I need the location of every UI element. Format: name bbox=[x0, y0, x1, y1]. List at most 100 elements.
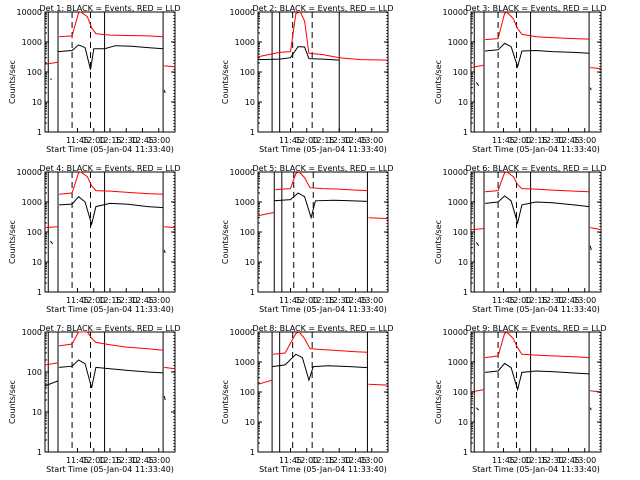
y-tick-label: 10000 bbox=[443, 168, 468, 177]
events-series-line bbox=[272, 353, 368, 382]
events-series-line bbox=[50, 240, 53, 245]
y-tick-label: 1000 bbox=[235, 198, 255, 207]
events-series-line bbox=[59, 196, 164, 227]
x-tick-label: 12:15 bbox=[98, 136, 121, 145]
x-tick-label: 12:00 bbox=[295, 136, 318, 145]
x-tick-label: 12:30 bbox=[541, 456, 564, 465]
x-tick-label: 12:15 bbox=[98, 296, 121, 305]
y-tick-label: 10 bbox=[32, 258, 42, 267]
y-tick-label: 100 bbox=[240, 388, 255, 397]
x-tick-label: 13:00 bbox=[147, 456, 170, 465]
x-tick-label: 11:45 bbox=[66, 296, 89, 305]
detector-plot-7: 1 10 100 1000 11:4512:0012:1512:3012:4513:00… bbox=[8, 324, 180, 474]
x-tick-label: 12:45 bbox=[557, 296, 580, 305]
x-tick-label: 12:15 bbox=[98, 456, 121, 465]
y-tick-label: 100 bbox=[453, 388, 468, 397]
x-tick-label: 12:15 bbox=[524, 456, 547, 465]
x-tick-label: 12:00 bbox=[508, 136, 531, 145]
y-tick-label: 1 bbox=[37, 128, 42, 137]
lld-series-line bbox=[368, 383, 389, 386]
x-tick-label: 11:45 bbox=[279, 296, 302, 305]
lld-series-line bbox=[44, 362, 59, 366]
events-series-line bbox=[163, 395, 166, 401]
y-tick-label: 10 bbox=[245, 98, 255, 107]
y-tick-label: 1000 bbox=[22, 198, 42, 207]
x-tick-label: 12:00 bbox=[295, 456, 318, 465]
events-series-line bbox=[589, 407, 592, 411]
x-axis-label: Start Time (05-Jan-04 11:33:40) bbox=[472, 145, 600, 154]
y-axis-label: Counts/sec bbox=[8, 60, 17, 104]
x-tick-label: 13:00 bbox=[573, 456, 596, 465]
x-axis-label: Start Time (05-Jan-04 11:33:40) bbox=[472, 465, 600, 474]
x-axis-label: Start Time (05-Jan-04 11:33:40) bbox=[259, 465, 387, 474]
y-axis-label: Counts/sec bbox=[434, 380, 443, 424]
detector-plot-9: 1 10 100 1000 10000 11:4512:0012:1512:3012:45… bbox=[434, 324, 606, 474]
y-tick-label: 100 bbox=[240, 228, 255, 237]
y-tick-label: 10 bbox=[32, 408, 42, 417]
plot-title: Det 6: BLACK = Events, RED = LLD bbox=[466, 164, 607, 173]
plot-frame bbox=[257, 11, 389, 133]
x-tick-label: 12:15 bbox=[311, 136, 334, 145]
plot-title: Det 1: BLACK = Events, RED = LLD bbox=[40, 4, 181, 13]
events-series-line bbox=[44, 380, 59, 387]
x-tick-label: 12:30 bbox=[115, 136, 138, 145]
lld-series-line bbox=[273, 331, 368, 355]
x-axis-label: Start Time (05-Jan-04 11:33:40) bbox=[259, 305, 387, 314]
x-tick-label: 12:45 bbox=[557, 456, 580, 465]
events-series-line bbox=[163, 89, 166, 94]
y-tick-label: 100 bbox=[27, 368, 42, 377]
y-tick-label: 1000 bbox=[22, 38, 42, 47]
detector-plot-6: 1 10 100 1000 10000 11:4512:0012:1512:3012:45… bbox=[434, 164, 606, 314]
x-tick-label: 12:30 bbox=[541, 136, 564, 145]
x-tick-label: 13:00 bbox=[360, 136, 383, 145]
detector-plot-1: 1 10 100 1000 10000 11:4512:0012:1512:3012:45… bbox=[8, 4, 180, 154]
detector-plot-3: 1 10 100 1000 10000 11:4512:0012:1512:3012:45… bbox=[434, 4, 606, 154]
lld-series-line bbox=[485, 11, 590, 41]
plot-title: Det 8: BLACK = Events, RED = LLD bbox=[253, 324, 394, 333]
plot-frame bbox=[257, 171, 389, 293]
x-tick-label: 11:45 bbox=[66, 136, 89, 145]
x-tick-label: 12:45 bbox=[344, 136, 367, 145]
x-tick-label: 12:15 bbox=[311, 456, 334, 465]
plot-title: Det 5: BLACK = Events, RED = LLD bbox=[253, 164, 394, 173]
x-tick-label: 12:30 bbox=[328, 136, 351, 145]
x-tick-label: 11:45 bbox=[279, 136, 302, 145]
y-tick-label: 1000 bbox=[22, 328, 42, 337]
detector-plot-2: 1 10 100 1000 10000 11:4512:0012:1512:3012:45… bbox=[221, 4, 393, 154]
lld-series-line bbox=[368, 217, 389, 220]
y-tick-label: 1000 bbox=[448, 198, 468, 207]
plot-title: Det 3: BLACK = Events, RED = LLD bbox=[466, 4, 607, 13]
lld-series-line bbox=[470, 64, 485, 69]
events-series-line bbox=[589, 87, 592, 91]
x-tick-label: 12:30 bbox=[115, 456, 138, 465]
x-tick-label: 12:15 bbox=[524, 136, 547, 145]
y-tick-label: 1 bbox=[250, 288, 255, 297]
detector-plot-4: 1 10 100 1000 10000 11:4512:0012:1512:3012:45… bbox=[8, 164, 180, 314]
y-tick-label: 1000 bbox=[235, 358, 255, 367]
y-tick-label: 1000 bbox=[235, 38, 255, 47]
detector-plot-8: 1 10 100 1000 10000 11:4512:0012:1512:3012:45… bbox=[221, 324, 393, 474]
x-tick-label: 13:00 bbox=[147, 296, 170, 305]
lld-series-line bbox=[470, 228, 485, 231]
x-tick-label: 12:45 bbox=[344, 296, 367, 305]
x-tick-label: 11:45 bbox=[66, 456, 89, 465]
lld-series-line bbox=[59, 11, 164, 38]
lld-series-line bbox=[59, 171, 164, 195]
x-tick-label: 12:30 bbox=[328, 456, 351, 465]
x-tick-label: 11:45 bbox=[492, 456, 515, 465]
x-axis-label: Start Time (05-Jan-04 11:33:40) bbox=[472, 305, 600, 314]
y-tick-label: 10000 bbox=[230, 328, 255, 337]
y-axis-label: Counts/sec bbox=[8, 380, 17, 424]
y-axis-label: Counts/sec bbox=[434, 220, 443, 264]
x-tick-label: 12:00 bbox=[82, 136, 105, 145]
plot-frame bbox=[470, 171, 602, 293]
plot-frame bbox=[470, 331, 602, 453]
y-tick-label: 1 bbox=[463, 128, 468, 137]
y-axis-label: Counts/sec bbox=[221, 60, 230, 104]
y-tick-label: 1 bbox=[463, 288, 468, 297]
y-tick-label: 10000 bbox=[230, 8, 255, 17]
x-tick-label: 12:45 bbox=[557, 136, 580, 145]
x-tick-label: 12:00 bbox=[82, 456, 105, 465]
y-tick-label: 10000 bbox=[443, 328, 468, 337]
